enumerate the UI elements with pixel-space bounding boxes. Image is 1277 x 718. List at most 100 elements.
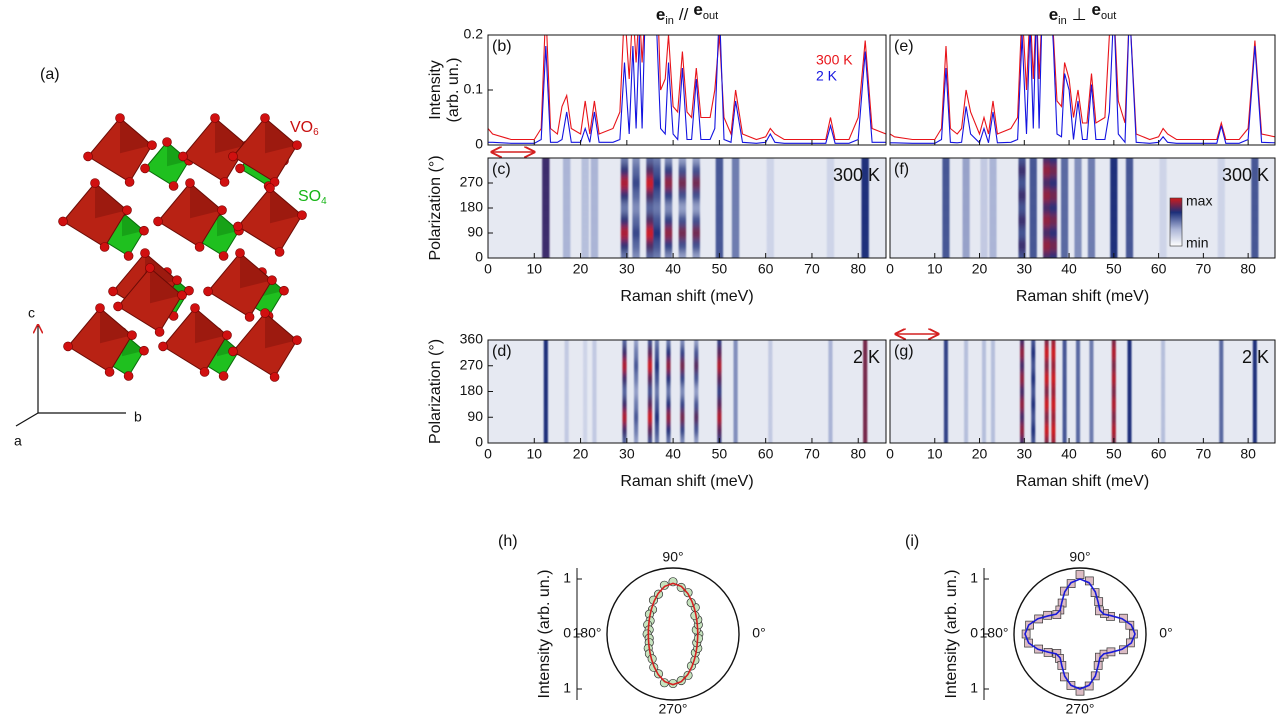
- heatmap-cell: [943, 385, 948, 398]
- heatmap-cell: [861, 158, 869, 165]
- heatmap-cell: [647, 436, 653, 443]
- heatmap-cell: [990, 397, 995, 411]
- y-tick-label: 270: [460, 174, 484, 190]
- y-tick-label: 180: [460, 199, 484, 215]
- fit-line: [647, 582, 699, 686]
- heatmap-cell: [863, 340, 868, 347]
- heatmap-cell: [620, 158, 629, 165]
- octahedron-face: [150, 268, 182, 304]
- heatmap-cell: [654, 385, 660, 398]
- y-tick-label: 0: [970, 625, 978, 641]
- heatmap-cell: [989, 226, 997, 240]
- heatmap-cell: [1125, 214, 1134, 227]
- spectrum-line: [890, 35, 1275, 141]
- heatmap-cell: [590, 189, 599, 202]
- heatmap-cell: [1161, 340, 1166, 347]
- heatmap-cell: [1110, 176, 1118, 190]
- atom: [104, 367, 115, 377]
- heatmap-cell: [664, 158, 673, 165]
- heatmap-cell: [590, 176, 599, 190]
- heatmap-cell: [1031, 397, 1036, 411]
- heatmap-cell: [863, 436, 868, 443]
- y-axis-label: Polarization (°): [427, 155, 444, 260]
- heatmap-cell: [1089, 359, 1094, 373]
- heatmap-cell: [826, 214, 835, 227]
- heatmap-cell: [1051, 359, 1056, 373]
- heatmap-cell: [678, 226, 687, 240]
- heatmap-cell: [715, 189, 724, 202]
- heatmap-cell: [1020, 410, 1025, 424]
- heatmap-cell: [1219, 359, 1224, 373]
- heatmap-cell: [766, 158, 775, 165]
- heatmap-cell: [1020, 359, 1025, 373]
- heatmap-cell: [861, 251, 869, 258]
- heatmap-cell: [592, 385, 597, 398]
- heatmap-cell: [592, 346, 597, 360]
- heatmap-cell: [989, 189, 997, 202]
- heatmap-cell: [990, 436, 995, 443]
- heatmap-cell: [1251, 251, 1259, 258]
- heatmap-cell: [647, 423, 653, 437]
- heatmap-cell: [863, 346, 868, 360]
- heatmap-background: [488, 340, 886, 443]
- heatmap-cell: [692, 239, 700, 252]
- heatmap-cell: [647, 346, 653, 360]
- atom: [235, 248, 245, 258]
- spectrum-line: [890, 35, 1275, 144]
- heatmap-cell: [583, 346, 588, 360]
- plot-frame: [889, 34, 1276, 146]
- heatmap-cell: [942, 239, 950, 252]
- heatmap-cell: [1062, 397, 1067, 411]
- heatmap-cell: [1074, 201, 1082, 215]
- atom: [210, 113, 220, 123]
- panel-label: (a): [40, 66, 60, 83]
- heatmap-cell: [826, 201, 835, 215]
- heatmap-cell: [828, 397, 833, 411]
- heatmap-cell: [943, 397, 948, 411]
- heatmap-cell: [1031, 372, 1036, 386]
- heatmap-cell: [654, 397, 660, 411]
- crystal-structure: [58, 113, 307, 382]
- heatmap-cell: [828, 340, 833, 347]
- annotation: 300 K: [833, 165, 880, 185]
- heatmap-cell: [1061, 239, 1069, 252]
- heatmap-cell: [646, 158, 654, 165]
- x-tick-label: 20: [573, 261, 589, 277]
- heatmap-cell: [1161, 436, 1166, 443]
- heatmap-cell: [634, 423, 639, 437]
- x-tick-label: 20: [972, 446, 988, 462]
- heatmap-cell: [731, 201, 740, 215]
- heatmap-cell: [564, 340, 569, 347]
- heatmap-cell: [583, 340, 588, 347]
- heatmap-cell: [646, 164, 654, 177]
- heatmap-cell: [542, 239, 550, 252]
- heatmap-cell: [1049, 251, 1057, 258]
- heatmap-cell: [1049, 226, 1057, 240]
- atom: [194, 242, 205, 252]
- heatmap-cell: [1252, 340, 1257, 347]
- heatmap-cell: [542, 158, 550, 165]
- heatmap-cell: [1127, 423, 1132, 437]
- heatmap-cell: [1074, 164, 1082, 177]
- heatmap-cell: [1217, 226, 1225, 240]
- atom: [235, 163, 245, 174]
- heatmap-cell: [680, 340, 685, 347]
- heatmap-cell: [1043, 226, 1051, 240]
- heatmap-cell: [694, 410, 699, 424]
- heatmap-cell: [692, 226, 700, 240]
- heatmap-cell: [1051, 372, 1056, 386]
- header-part: e: [656, 5, 665, 24]
- heatmap-cell: [564, 397, 569, 411]
- heatmap-cell: [1110, 201, 1118, 215]
- heatmap-cell: [592, 359, 597, 373]
- x-tick-label: 0: [886, 261, 894, 277]
- y-tick-label: 1: [970, 680, 978, 696]
- y-axis-label: Intensity (arb. un.): [536, 570, 553, 699]
- angle-label: 180°: [980, 625, 1009, 641]
- heatmap-cell: [942, 214, 950, 227]
- heatmap-cell: [1051, 410, 1056, 424]
- atom: [99, 242, 110, 252]
- header-part: e: [693, 0, 702, 19]
- heatmap-cell: [646, 239, 654, 252]
- heatmap-cell: [766, 176, 775, 190]
